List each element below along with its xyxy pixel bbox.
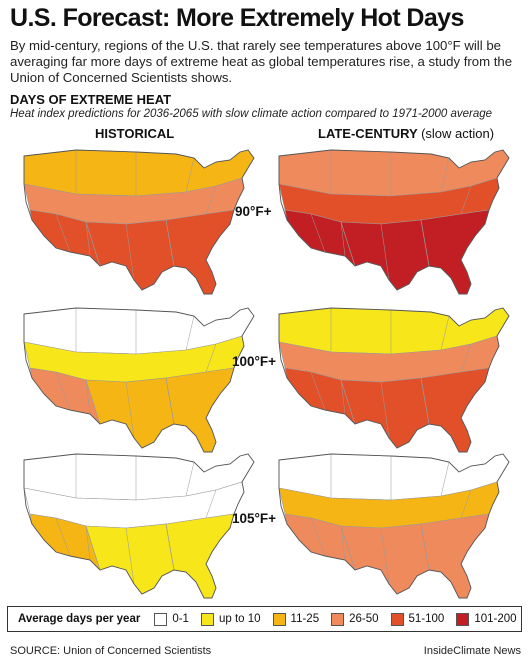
map-historical-100: [23, 307, 255, 453]
section-title: DAYS OF EXTREME HEAT: [10, 92, 172, 107]
state-border: [460, 343, 472, 373]
state-border: [310, 213, 326, 253]
map-region-south: [85, 377, 175, 449]
state-border: [420, 377, 430, 425]
legend-swatch: [154, 612, 168, 626]
map-late-century-90: [278, 149, 510, 295]
map-historical-105: [23, 453, 255, 599]
state-border: [205, 343, 217, 373]
state-border: [380, 223, 390, 281]
dek: By mid-century, regions of the U.S. that…: [10, 38, 513, 85]
page-title: U.S. Forecast: More Extremely Hot Days: [10, 4, 464, 32]
legend-item: 101-200: [456, 612, 517, 626]
legend-label: 11-25: [290, 613, 320, 625]
legend-item: 51-100: [390, 612, 445, 626]
legend-label: 51-100: [408, 613, 445, 625]
legend-label: 101-200: [474, 613, 517, 625]
state-border: [55, 371, 71, 411]
state-border: [460, 489, 472, 519]
map-region-southeast: [165, 513, 235, 599]
legend-label: 26-50: [349, 613, 379, 625]
state-border: [460, 185, 472, 215]
us-outline: [278, 453, 510, 599]
state-border: [205, 185, 217, 215]
legend-swatch: [272, 612, 286, 626]
map-late-century-105: [278, 453, 510, 599]
state-border: [380, 381, 390, 439]
map-region-south: [340, 219, 430, 291]
map-region-south: [340, 377, 430, 449]
state-border: [85, 221, 91, 257]
legend-title: Average days per year: [18, 613, 141, 625]
state-border: [340, 379, 346, 415]
state-border: [125, 527, 135, 585]
state-border: [310, 371, 326, 411]
us-outline: [23, 307, 255, 453]
column-header-late-label: LATE-CENTURY: [318, 126, 418, 141]
map-region-south: [340, 523, 430, 595]
legend-swatch: [331, 612, 345, 626]
map-historical-90: [23, 149, 255, 295]
state-border: [205, 489, 217, 519]
section-subtitle: Heat index predictions for 2036-2065 wit…: [10, 108, 493, 120]
legend-item: 0-1: [154, 612, 189, 626]
state-border: [125, 381, 135, 439]
state-border: [310, 517, 326, 557]
column-header-historical: HISTORICAL: [95, 126, 175, 141]
map-late-century-100: [278, 307, 510, 453]
threshold-105: 105°F+: [232, 511, 277, 526]
legend-item: 11-25: [272, 612, 320, 626]
legend-item: up to 10: [200, 612, 261, 626]
map-region-southeast: [165, 209, 235, 295]
state-border: [340, 221, 346, 257]
legend-item: 26-50: [331, 612, 379, 626]
column-header-late-note: (slow action): [421, 126, 495, 141]
state-border: [440, 157, 450, 193]
state-border: [165, 219, 175, 267]
threshold-100: 100°F+: [232, 354, 277, 369]
threshold-90: 90°F+: [235, 204, 272, 219]
legend-label: up to 10: [218, 613, 261, 625]
state-border: [55, 517, 71, 557]
map-region-south: [85, 523, 175, 595]
state-border: [125, 223, 135, 281]
legend-swatch: [390, 612, 404, 626]
map-region-southeast: [165, 367, 235, 453]
legend-swatch: [456, 612, 470, 626]
map-region-southeast: [420, 513, 490, 599]
state-border: [420, 219, 430, 267]
state-border: [165, 523, 175, 571]
state-border: [185, 157, 195, 193]
legend-swatch: [200, 612, 214, 626]
state-border: [440, 315, 450, 351]
state-border: [165, 377, 175, 425]
state-border: [380, 527, 390, 585]
us-outline: [278, 149, 510, 295]
state-border: [185, 461, 195, 497]
us-outline: [23, 149, 255, 295]
state-border: [55, 213, 71, 253]
map-region-southeast: [420, 367, 490, 453]
map-region-southeast: [420, 209, 490, 295]
us-outline: [278, 307, 510, 453]
state-border: [420, 523, 430, 571]
legend-label: 0-1: [172, 613, 189, 625]
column-header-late-century: LATE-CENTURY (slow action): [318, 126, 494, 141]
map-region-south: [85, 219, 175, 291]
state-border: [340, 525, 346, 561]
legend: Average days per year 0-1 up to 10 11-25…: [7, 606, 522, 632]
state-border: [185, 315, 195, 351]
state-border: [440, 461, 450, 497]
state-border: [85, 379, 91, 415]
state-border: [85, 525, 91, 561]
us-outline: [23, 453, 255, 599]
source-note: SOURCE: Union of Concerned Scientists: [10, 645, 212, 657]
credit: InsideClimate News: [423, 645, 521, 657]
